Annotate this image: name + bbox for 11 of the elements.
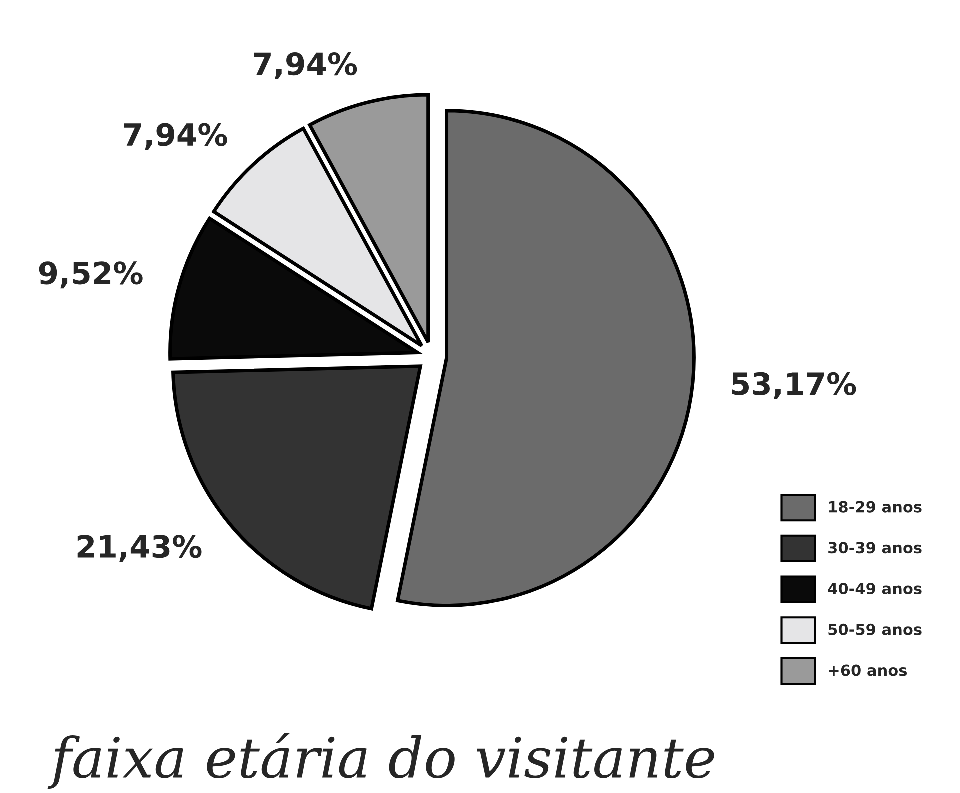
data-label: 9,52% xyxy=(39,262,143,289)
legend-label: 50-59 anos xyxy=(828,624,922,636)
legend-label: 40-49 anos xyxy=(828,582,922,595)
text: faixa etária do visitante xyxy=(48,733,714,790)
legend-label: 18-29 anos xyxy=(829,501,922,513)
data-label: 7,94% xyxy=(254,52,358,80)
legend-label: 30-39 anos xyxy=(828,542,922,554)
data-label: 21,43% xyxy=(78,535,202,562)
data-label: 53,17% xyxy=(732,372,856,400)
data-label: 7,94% xyxy=(124,123,228,150)
legend-label: +60 anos xyxy=(829,664,908,676)
